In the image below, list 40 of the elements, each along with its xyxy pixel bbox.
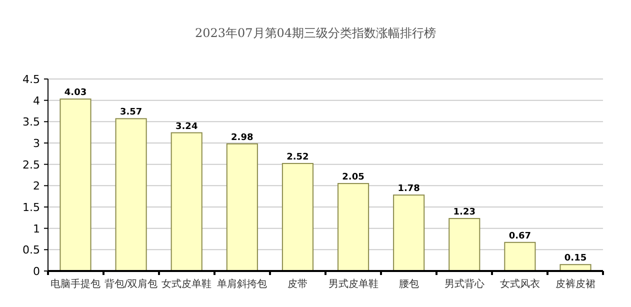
data-label: 2.05 <box>342 172 364 183</box>
bar <box>60 98 92 272</box>
data-label: 3.24 <box>176 122 198 132</box>
y-tick-label: 4.5 <box>22 73 40 86</box>
x-tick-label: 背包/双肩包 <box>104 278 158 290</box>
x-tick-label: 皮带 <box>288 278 308 290</box>
y-tick-label: 3 <box>33 137 40 150</box>
bar <box>393 194 425 272</box>
data-label: 2.52 <box>286 152 309 162</box>
chart-title: 2023年07月第04期三级分类指数涨幅排行榜 <box>194 26 436 40</box>
y-tick-label: 3.5 <box>22 116 40 129</box>
bar <box>504 242 536 272</box>
x-tick-label: 女式风衣 <box>500 278 540 290</box>
y-tick-label: 1.5 <box>22 201 40 214</box>
bar <box>170 132 202 272</box>
bar <box>282 162 314 272</box>
data-label: 0.67 <box>508 231 532 242</box>
bar <box>226 143 258 272</box>
y-tick-label: 1 <box>33 222 40 236</box>
bar <box>338 183 370 272</box>
bar <box>115 118 147 272</box>
x-tick-label: 电脑手提包 <box>50 278 100 290</box>
bar <box>448 218 480 272</box>
y-tick-label: 4 <box>33 94 40 108</box>
x-tick-label: 单肩斜挎包 <box>217 278 268 290</box>
x-tick-label: 男式皮单鞋 <box>328 278 378 290</box>
data-label: 1.78 <box>398 184 420 194</box>
y-tick-label: 0.5 <box>22 244 40 257</box>
y-tick-label: 0 <box>33 265 40 278</box>
y-tick-label: 2 <box>33 180 40 193</box>
x-tick-label: 男式背心 <box>444 278 484 290</box>
data-label: 2.98 <box>231 132 254 143</box>
x-tick-label: 女式皮单鞋 <box>162 278 212 290</box>
y-tick-label: 2.5 <box>22 158 40 172</box>
x-tick-label: 皮裤皮裙 <box>556 278 596 290</box>
data-label: 3.57 <box>120 108 142 118</box>
data-label: 1.23 <box>453 208 476 218</box>
data-label: 0.15 <box>564 254 587 264</box>
x-tick-label: 腰包 <box>398 278 419 290</box>
data-label: 4.03 <box>64 88 87 98</box>
